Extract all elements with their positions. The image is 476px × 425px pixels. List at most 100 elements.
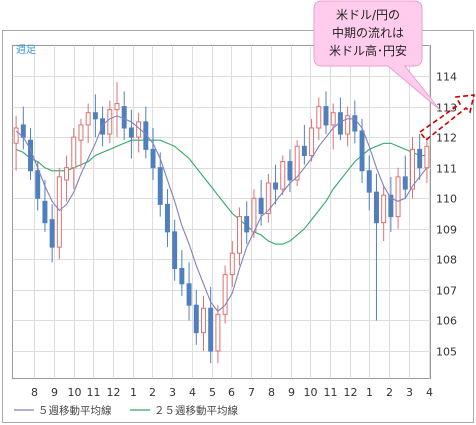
x-tick-label: 3 <box>169 386 176 399</box>
candle-body-up <box>215 313 221 352</box>
x-tick-label: 9 <box>288 386 295 399</box>
candle-body-down <box>157 167 163 205</box>
candle-body-up <box>251 197 257 233</box>
candle-body-down <box>208 307 214 352</box>
y-tick-label: 111 <box>436 163 457 176</box>
candle-body-down <box>373 191 379 224</box>
x-tick-label: 11 <box>324 386 338 399</box>
x-tick-label: 1 <box>366 386 373 399</box>
candle-body-down <box>164 203 170 233</box>
candle-body-down <box>301 145 307 156</box>
candle-body-up <box>280 161 286 190</box>
legend-label-ma25: ２５週移動平均線 <box>154 404 238 417</box>
candle-body-up <box>237 216 242 254</box>
x-tick-label: 1 <box>130 386 137 399</box>
candle-body-up <box>294 145 300 181</box>
x-tick-label: 2 <box>149 386 156 399</box>
candle-body-down <box>352 115 358 132</box>
candle-body-down <box>402 176 408 190</box>
candle-body-down <box>128 127 134 138</box>
candle-body-up <box>71 136 77 169</box>
candle-body-down <box>244 216 250 233</box>
x-tick-label: 9 <box>51 386 58 399</box>
candle-body-up <box>345 115 351 135</box>
period-label: 週足 <box>16 44 36 56</box>
x-tick-label: 5 <box>209 386 216 399</box>
candle-body-up <box>395 176 401 218</box>
y-tick-label: 110 <box>436 193 457 206</box>
candle-body-down <box>28 139 33 172</box>
plot-area <box>12 45 431 379</box>
y-tick-labels: 105 106 107 108 109 110 111 112 113 114 <box>436 71 457 359</box>
x-tick-label: 10 <box>304 386 318 399</box>
candle-body-down <box>388 194 394 218</box>
ma5-line <box>15 115 428 313</box>
candle-body-up <box>265 182 271 215</box>
candle-body-down <box>323 106 329 126</box>
candle-body-down <box>179 268 185 285</box>
candle-body-up <box>64 167 70 181</box>
candle-body-up <box>114 103 120 111</box>
candle-body-up <box>381 194 387 224</box>
callout-line-2: 中期の流れは <box>332 25 404 40</box>
x-tick-label: 6 <box>228 386 235 399</box>
candle-body-up <box>78 124 84 141</box>
y-tick-label: 107 <box>436 285 457 298</box>
x-tick-label: 8 <box>268 386 275 399</box>
candle-body-down <box>417 148 423 169</box>
candle-body-up <box>316 106 322 129</box>
callout-bubble <box>313 0 441 111</box>
y-tick-label: 108 <box>436 254 457 267</box>
candle-body-down <box>172 231 178 270</box>
candle-body-up <box>222 274 228 315</box>
y-tick-label: 114 <box>436 71 457 84</box>
candle-body-up <box>107 109 113 135</box>
candle-body-down <box>143 121 149 150</box>
trend-arrow <box>418 94 476 142</box>
candle-body-down <box>35 170 41 199</box>
x-tick-label: 2 <box>386 386 393 399</box>
candle-body-up <box>56 176 62 248</box>
ma25-line <box>15 139 427 245</box>
candle-body-up <box>85 112 91 126</box>
candle-body-up <box>309 127 315 156</box>
candle-body-up <box>424 145 430 169</box>
candle-body-down <box>92 112 98 120</box>
y-tick-label: 105 <box>436 346 457 359</box>
x-tick-labels: 8 9 10 11 12 1 2 3 4 5 6 7 8 9 10 11 12 1 2 3 4 <box>31 386 433 399</box>
x-tick-label: 12 <box>107 386 121 399</box>
candle-body-up <box>13 127 19 144</box>
x-tick-label: 3 <box>406 386 413 399</box>
candle-layer <box>13 82 430 364</box>
candle-body-down <box>359 130 365 172</box>
candle-body-up <box>330 112 336 126</box>
candle-body-down <box>258 197 264 215</box>
x-tick-label: 11 <box>87 386 101 399</box>
candle-body-down <box>287 161 293 181</box>
x-tick-label: 7 <box>248 386 255 399</box>
candle-body-down <box>121 106 127 129</box>
x-tick-label: 4 <box>426 386 433 399</box>
x-tick-label: 10 <box>68 386 82 399</box>
y-tick-label: 112 <box>436 132 457 145</box>
candle-body-down <box>193 304 199 334</box>
x-tick-label: 4 <box>189 386 196 399</box>
candle-body-up <box>201 307 206 334</box>
candle-body-up <box>229 252 235 276</box>
candle-body-down <box>150 148 156 169</box>
y-tick-label: 109 <box>436 224 457 237</box>
candle-body-up <box>410 148 415 190</box>
candle-body-down <box>49 219 55 248</box>
callout-line-3: 米ドル高･円安 <box>329 43 407 58</box>
y-tick-label: 106 <box>436 315 457 328</box>
ma25-layer <box>15 139 427 245</box>
ma5-layer <box>15 115 428 313</box>
y-tick-label: 113 <box>436 102 457 115</box>
legend-label-ma5: ５週移動平均線 <box>38 404 112 417</box>
candle-body-down <box>273 182 279 190</box>
callout-line-1: 米ドル/円の <box>336 8 400 22</box>
candle-body-down <box>42 200 48 224</box>
x-tick-label: 8 <box>31 386 38 399</box>
candle-body-down <box>100 118 106 135</box>
